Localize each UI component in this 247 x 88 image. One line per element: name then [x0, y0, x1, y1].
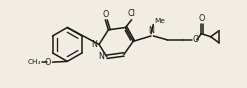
Text: O: O [199, 14, 205, 23]
Text: N: N [99, 52, 104, 61]
Text: Cl: Cl [128, 9, 136, 18]
Text: N: N [148, 26, 154, 35]
Text: O: O [193, 35, 199, 44]
Text: CH₃: CH₃ [27, 59, 41, 65]
Text: O: O [45, 58, 51, 67]
Text: N: N [91, 40, 97, 49]
Text: Me: Me [154, 18, 165, 24]
Text: O: O [103, 10, 109, 19]
